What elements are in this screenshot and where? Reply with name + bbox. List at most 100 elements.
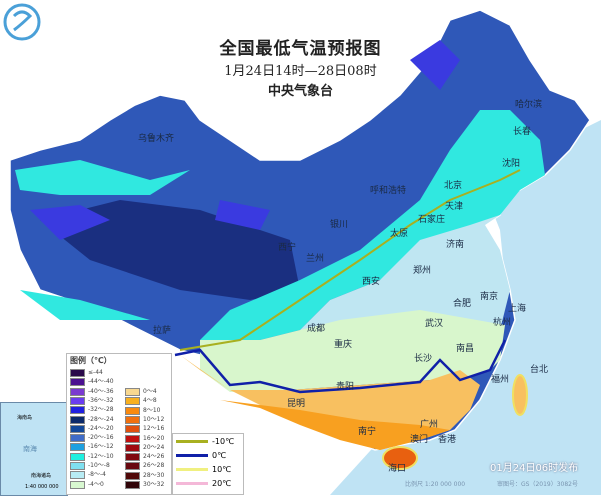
legend-entry: -28～-24 [70, 415, 114, 424]
legend-swatch [70, 406, 85, 415]
region-orange [220, 400, 450, 450]
legend-label: -4～0 [88, 480, 104, 488]
map-scale: 比例尺 1:20 000 000 [405, 481, 466, 488]
city-label: 天津 [445, 202, 464, 212]
city-label: 西宁 [278, 243, 297, 253]
logo [3, 3, 41, 41]
isotherm-0 [174, 339, 507, 394]
legend-swatch [125, 453, 140, 462]
legend-entry: 4～8 [125, 397, 157, 406]
legend-entry: -10～-8 [70, 462, 110, 470]
legend-label: 12～16 [143, 425, 165, 433]
legend-label: ≤-44 [88, 369, 103, 376]
legend-entry: 10～12 [125, 415, 164, 424]
city-label: 银川 [330, 220, 349, 230]
taiwan-island [512, 374, 528, 416]
isotherm-minus10-entry: -10℃ [173, 434, 243, 448]
region-extreme-cold [30, 40, 460, 240]
legend-label: 28～30 [143, 471, 165, 479]
legend-label: -32～-28 [88, 406, 114, 414]
city-label: 兰州 [306, 254, 325, 264]
legend-swatch [70, 471, 85, 480]
legend-entry: -44～-40 [70, 378, 114, 387]
legend-label: 16～20 [143, 434, 165, 442]
isotherm-minus10 [179, 169, 521, 351]
city-label: 上海 [508, 304, 527, 314]
legend-label: 4～8 [143, 397, 157, 405]
city-label: 台北 [530, 365, 549, 375]
isotherm-10-entry: 10℃ [173, 462, 243, 476]
legend: 图例（℃） ≤-44 -44～-40 -40～-36 -36～-32 -32～-28 -2… [66, 353, 172, 495]
legend-entry: 8～10 [125, 406, 161, 415]
legend-swatch [125, 397, 140, 406]
legend-swatch [70, 452, 85, 461]
city-label: 南京 [480, 292, 499, 302]
legend-entry: 28～30 [125, 471, 165, 480]
city-label: 拉萨 [153, 326, 172, 336]
legend-entry: -12～-10 [70, 452, 114, 461]
city-label: 福州 [491, 375, 510, 385]
legend-swatch [125, 406, 140, 415]
legend-entry: ≤-44 [70, 369, 103, 377]
isotherm-label: 10℃ [212, 464, 232, 474]
legend-label: 8～10 [143, 406, 161, 414]
legend-label: 20～24 [143, 443, 165, 451]
legend-swatch [70, 378, 85, 387]
legend-swatch [125, 462, 140, 471]
city-label: 长沙 [414, 354, 433, 364]
legend-label: 0～4 [143, 388, 157, 395]
inset-sea-label: 南海 [23, 445, 37, 453]
city-label: 香港 [438, 435, 457, 445]
city-label: 长春 [513, 127, 532, 137]
city-label: 重庆 [334, 340, 353, 350]
sea [330, 120, 601, 495]
isotherm-label: 0℃ [212, 450, 227, 460]
legend-entry: 0～4 [125, 388, 157, 396]
legend-label: -20～-16 [88, 434, 114, 442]
legend-swatch [70, 369, 85, 377]
legend-swatch [70, 434, 85, 443]
city-label: 澳门 [410, 435, 429, 445]
legend-entry: 12～16 [125, 425, 165, 434]
legend-label: 24～26 [143, 453, 165, 461]
legend-swatch [70, 387, 85, 396]
city-label: 太原 [390, 229, 409, 239]
isotherm-label: -10℃ [212, 436, 235, 446]
legend-swatch [125, 443, 140, 452]
city-label: 西安 [362, 277, 381, 287]
legend-label: -8～-4 [88, 471, 106, 479]
city-label: 呼和浩特 [370, 186, 407, 196]
city-label: 成都 [307, 324, 326, 334]
legend-entry: -8～-4 [70, 471, 106, 480]
city-label: 贵阳 [336, 382, 355, 392]
legend-entry: -32～-28 [70, 406, 114, 415]
isotherm-legend: -10℃ 0℃ 10℃ 20℃ [172, 433, 244, 495]
city-label: 哈尔滨 [515, 100, 543, 110]
legend-label: -44～-40 [88, 378, 114, 386]
legend-swatch [70, 396, 85, 405]
legend-entry: -20～-16 [70, 434, 114, 443]
city-label: 杭州 [493, 318, 512, 328]
city-label: 沈阳 [502, 159, 521, 169]
legend-label: 30～32 [143, 481, 165, 488]
legend-swatch [70, 415, 85, 424]
legend-entry: -4～0 [70, 480, 104, 489]
legend-swatch [125, 425, 140, 434]
south-china-sea-inset: 海南岛 南海 南海诸岛 1:40 000 000 [0, 402, 68, 496]
city-label: 海口 [388, 464, 407, 474]
issuer: 中央气象台 [267, 84, 333, 99]
legend-entry: 24～26 [125, 453, 165, 462]
legend-label: -16～-12 [88, 443, 114, 451]
legend-entry: -40～-36 [70, 387, 114, 396]
forecast-period: 1月24日14时—28日08时 [224, 64, 377, 79]
legend-swatch [125, 481, 140, 489]
review-number: 审图号：GS（2019）3082号 [497, 481, 578, 488]
legend-swatch [125, 434, 140, 443]
hainan-island [382, 446, 418, 470]
city-label: 广州 [420, 420, 439, 430]
isotherm-label: 20℃ [212, 478, 232, 488]
issued-time: 01月24日06时发布 [490, 463, 579, 474]
city-label: 南宁 [358, 427, 377, 437]
legend-swatch [70, 424, 85, 433]
